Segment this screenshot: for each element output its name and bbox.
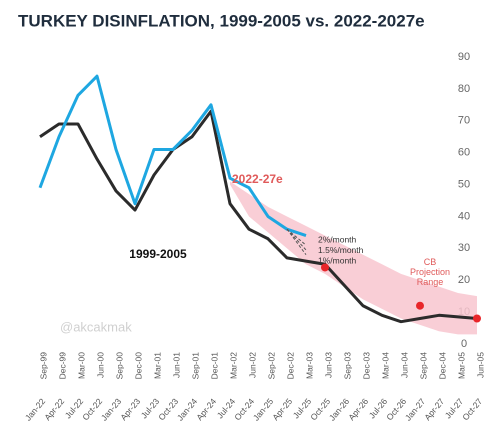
target-dot [416,301,424,310]
x-top-tick-label: Sep-03 [342,352,352,380]
x-tick-label: Jan-23 [99,396,124,423]
x-top-tick-label: Sep-00 [114,352,124,380]
series-line [286,228,307,256]
x-tick-label: Jan-24 [175,396,200,423]
projection-range [230,181,477,335]
x-top-tick-label: Dec-01 [209,352,219,380]
x-top-tick-label: Dec-03 [361,352,371,380]
x-top-tick-label: Jun-03 [323,352,333,378]
x-top-tick-label: Mar-01 [152,352,162,379]
x-tick-label: Apr-25 [270,396,294,422]
x-tick-label: Jan-25 [251,396,276,423]
scenario-label: 1.5%/month [318,245,364,255]
series-label: 2022-27e [232,172,283,186]
y-tick-label: 70 [458,115,470,127]
target-dot [321,263,329,272]
x-top-tick-label: Mar-00 [76,352,86,379]
x-top-tick-label: Sep-99 [38,352,48,380]
x-tick-label: Apr-23 [118,396,142,422]
x-top-tick-label: Jun-00 [95,352,105,378]
y-tick-label: 60 [458,147,470,159]
range-label-box: CB Projection Range [409,257,451,287]
x-top-tick-label: Dec-04 [437,352,447,380]
range-label: CB Projection Range [409,257,451,287]
x-top-tick-label: Sep-04 [418,352,428,380]
x-tick-label: Apr-22 [42,396,66,422]
series-line [39,109,478,324]
y-tick-label: 40 [458,210,470,222]
x-top-tick-label: Mar-05 [456,352,466,379]
x-tick-label: Jan-26 [327,396,352,423]
x-tick-label: Apr-27 [422,396,446,422]
x-top-tick-label: Dec-99 [57,352,67,380]
x-top-tick-label: Mar-03 [304,352,314,379]
x-top-tick-label: Dec-02 [285,352,295,380]
y-tick-label: 0 [461,338,467,350]
x-top-tick-label: Mar-02 [228,352,238,379]
scenario-label: 2%/month [318,234,357,244]
series-label: 1999-2005 [129,247,187,261]
x-top-tick-label: Mar-04 [380,352,390,379]
x-top-tick-label: Jun-02 [247,352,257,378]
x-top-tick-label: Jun-05 [475,352,485,378]
x-tick-label: Apr-26 [346,396,370,422]
x-tick-label: Jan-22 [23,396,48,423]
y-tick-label: 90 [458,51,470,63]
scenario-label: 1%/month [318,255,357,265]
target-dot [473,314,481,323]
y-tick-label: 50 [458,178,470,190]
watermark: @akcakmak [60,319,132,334]
x-tick-label: Oct-27 [460,396,484,422]
chart-title: TURKEY DISINFLATION, 1999-2005 vs. 2022-… [18,11,425,30]
y-tick-label: 20 [458,274,470,286]
x-top-tick-label: Jun-04 [399,352,409,378]
y-tick-label: 30 [458,242,470,254]
x-top-tick-label: Dec-00 [133,352,143,380]
x-top-tick-label: Sep-01 [190,352,200,380]
x-top-tick-label: Jun-01 [171,352,181,378]
series-line [286,228,307,246]
x-tick-label: Jan-27 [403,396,428,423]
x-top-tick-label: Sep-02 [266,352,276,380]
x-tick-label: Apr-24 [194,396,218,422]
y-tick-label: 80 [458,83,470,95]
series-line [38,74,307,238]
